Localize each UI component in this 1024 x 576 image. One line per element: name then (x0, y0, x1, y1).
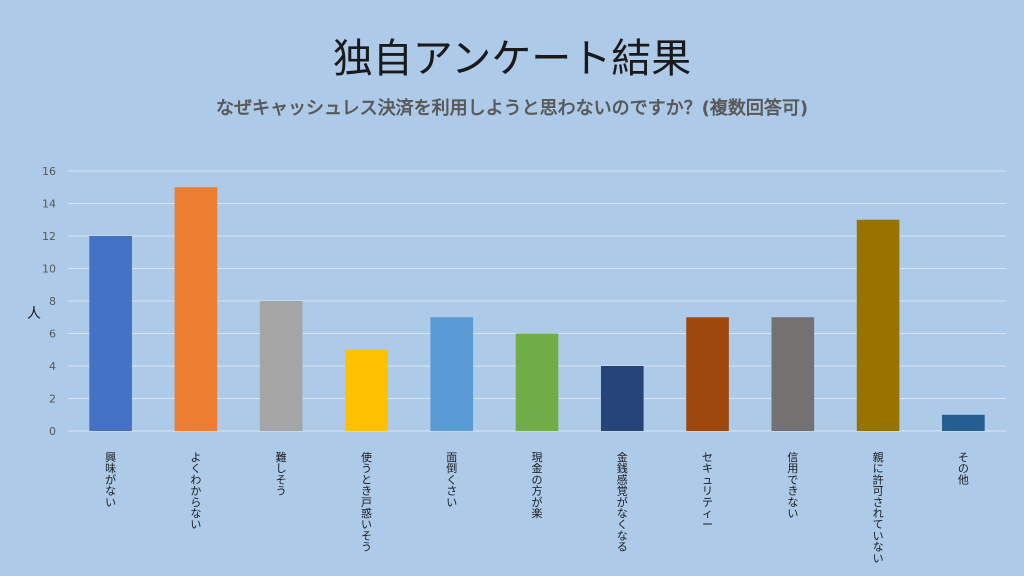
slide-title: 独自アンケート結果 (332, 36, 692, 82)
bar (174, 187, 218, 431)
chart-title: なぜキャッシュレス決済を利用しようと思わないのですか？(複数回答可) (215, 98, 809, 119)
bar (345, 349, 388, 431)
x-tick-label: 難しそう (276, 451, 287, 498)
y-tick-label: 0 (49, 425, 56, 438)
y-tick-label: 6 (49, 328, 56, 341)
y-tick-label: 8 (49, 295, 56, 308)
x-tick-label: 親に許可されていない (873, 451, 884, 565)
bar (856, 219, 900, 431)
x-tick-label: よくわからない (190, 451, 201, 531)
y-axis-label: 人 (27, 306, 41, 322)
x-tick-label: 使うとき戸惑いそう (361, 451, 372, 554)
x-tick-label: 現金の方が楽 (532, 451, 543, 520)
y-tick-label: 2 (49, 393, 56, 406)
y-tick-label: 16 (42, 165, 56, 178)
x-tick-label: 興味がない (105, 451, 116, 509)
x-tick-label: 面倒くさい (446, 451, 457, 509)
bar (771, 317, 815, 431)
y-tick-label: 12 (42, 230, 56, 243)
y-tick-label: 4 (49, 360, 56, 373)
bar (515, 333, 559, 431)
bar (89, 236, 132, 431)
bar (430, 317, 474, 431)
x-tick-label: セキュリティー (702, 451, 713, 531)
bar (259, 301, 303, 431)
y-tick-label: 14 (42, 198, 56, 211)
x-tick-label: 金銭感覚がなくなる (617, 450, 628, 554)
bar (942, 414, 985, 431)
y-tick-label: 10 (42, 263, 56, 276)
bar (686, 317, 729, 431)
x-tick-label: その他 (958, 451, 969, 486)
bar (600, 366, 644, 431)
x-tick-label: 信用できない (787, 451, 798, 520)
